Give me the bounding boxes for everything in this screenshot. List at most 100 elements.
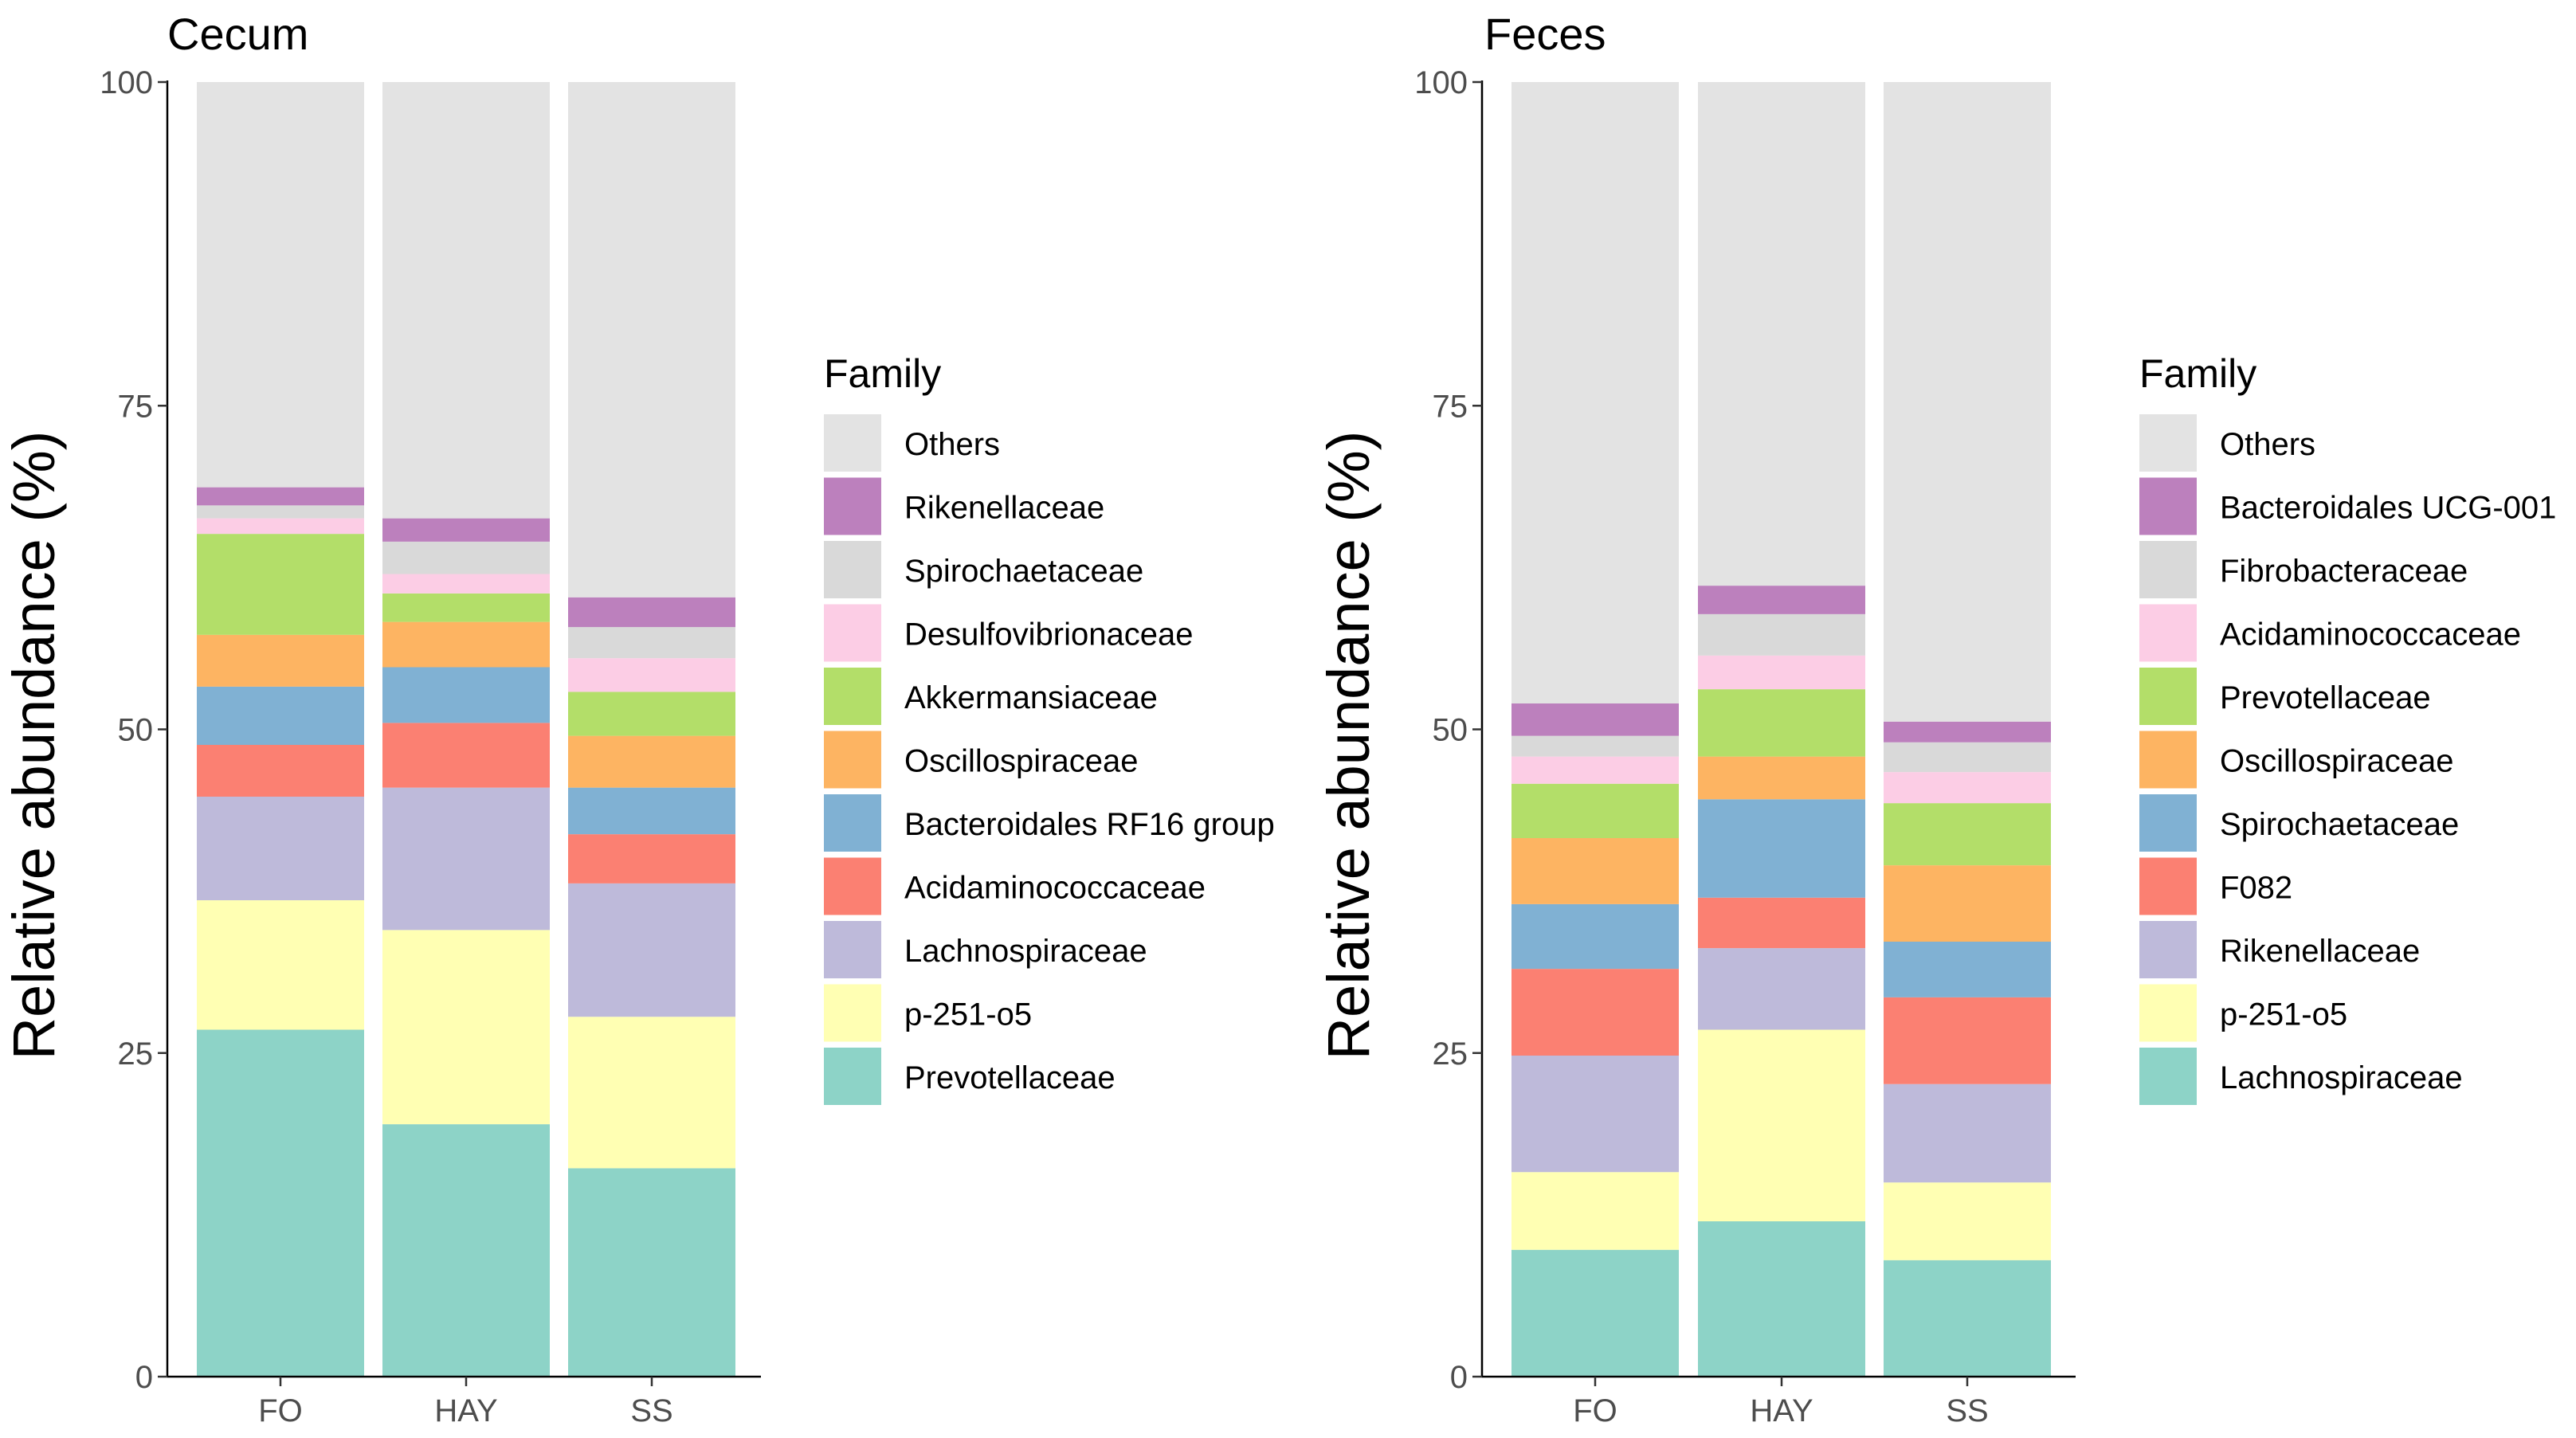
x-tick-label: FO [258, 1393, 303, 1428]
legend-label: p-251-o5 [2220, 997, 2347, 1032]
bar-segment-ss-oscillospiraceae [568, 735, 735, 788]
bar-segment-ss-prevotellaceae [568, 1168, 735, 1377]
bar-segment-ss-oscillospiraceae [1884, 865, 2051, 942]
legend-label: Spirochaetaceae [2220, 807, 2459, 842]
bar-segment-fo-acidaminococcaceae [197, 745, 364, 797]
bar-segment-hay-fibrobacteraceae [1698, 613, 1865, 656]
y-tick-label: 0 [135, 1360, 153, 1395]
bar-segment-fo-oscillospiraceae [197, 634, 364, 687]
bar-segment-ss-fibrobacteraceae [1884, 742, 2051, 773]
legend-title: Family [2139, 351, 2256, 396]
y-axis-label: Relative abundance (%) [1, 431, 67, 1060]
x-tick-label: SS [1946, 1393, 1988, 1428]
bar-segment-ss-acidaminococcaceae [1884, 772, 2051, 804]
bar-segment-hay-spirochaetaceae [382, 541, 550, 574]
legend-swatch [824, 731, 881, 789]
bar-segment-ss-desulfovibrionaceae [568, 658, 735, 692]
legend-label: Prevotellaceae [2220, 680, 2431, 715]
bar-segment-ss-spirochaetaceae [568, 627, 735, 659]
legend: Family Others Rikenellaceae Spirochaetaceae… [824, 351, 1275, 1105]
legend-label: Spirochaetaceae [904, 554, 1143, 589]
x-tick-label: FO [1573, 1393, 1617, 1428]
legend-label: Others [2220, 427, 2315, 462]
bar-segment-fo-rikenellaceae [1511, 1056, 1679, 1173]
legend-label: Lachnospiraceae [2220, 1060, 2463, 1095]
y-tick-label: 25 [118, 1036, 154, 1072]
legend-label: Fibrobacteraceae [2220, 554, 2468, 589]
bar-segment-hay-spirochaetaceae [1698, 799, 1865, 898]
legend-label: Bacteroidales RF16 group [904, 807, 1275, 842]
legend-label: Rikenellaceae [904, 491, 1104, 526]
legend-swatch [2139, 921, 2197, 978]
legend-swatch [2139, 857, 2197, 915]
bar-segment-ss-bacteroidales-rf16-group [568, 787, 735, 835]
legend-swatch [824, 921, 881, 978]
bar-segment-hay-prevotellaceae [382, 1124, 550, 1377]
legend-swatch [824, 857, 881, 915]
legend-swatch [2139, 668, 2197, 725]
bar-segment-fo-others [197, 82, 364, 488]
bar-segment-hay-akkermansiaceae [382, 593, 550, 622]
bar-segment-hay-desulfovibrionaceae [382, 574, 550, 594]
legend-swatch [824, 477, 881, 535]
bar-segment-fo-acidaminococcaceae [1511, 756, 1679, 784]
y-tick-label: 100 [100, 65, 153, 100]
legend-label: Lachnospiraceae [904, 934, 1147, 969]
bar-segment-ss-prevotellaceae [1884, 803, 2051, 866]
bar-segment-fo-lachnospiraceae [1511, 1249, 1679, 1377]
legend-label: p-251-o5 [904, 997, 1032, 1032]
legend-swatch [2139, 477, 2197, 535]
legend-swatch [824, 794, 881, 852]
bar-segment-hay-p-251-o5 [382, 930, 550, 1125]
bar-segment-fo-oscillospiraceae [1511, 838, 1679, 904]
bar-segment-ss-others [1884, 82, 2051, 722]
y-axis-label: Relative abundance (%) [1315, 431, 1382, 1060]
bar-segment-hay-others [1698, 82, 1865, 586]
y-tick-label: 25 [1433, 1036, 1468, 1072]
legend-swatch [2139, 794, 2197, 852]
y-tick-label: 0 [1450, 1360, 1468, 1395]
bar-segment-ss-p-251-o5 [1884, 1182, 2051, 1260]
legend-label: Others [904, 427, 1000, 462]
bar-segment-hay-oscillospiraceae [1698, 756, 1865, 800]
y-tick-label: 50 [1433, 713, 1468, 748]
legend-swatch [2139, 541, 2197, 598]
bar-segment-hay-acidaminococcaceae [1698, 655, 1865, 690]
bar-segment-hay-lachnospiraceae [382, 787, 550, 931]
bar-segment-fo-desulfovibrionaceae [197, 518, 364, 535]
bar-segment-hay-bacteroidales-rf16-group [382, 667, 550, 723]
legend-label: F082 [2220, 871, 2292, 906]
bar-segment-fo-fibrobacteraceae [1511, 735, 1679, 757]
bar-segment-fo-spirochaetaceae [1511, 903, 1679, 970]
bar-segment-ss-bacteroidales-ucg-001 [1884, 721, 2051, 743]
bar-segment-hay-lachnospiraceae [1698, 1221, 1865, 1377]
bar-segment-hay-f082 [1698, 897, 1865, 949]
legend-label: Acidaminococcaceae [2220, 617, 2521, 652]
legend-swatch [2139, 414, 2197, 472]
legend-swatch [2139, 731, 2197, 789]
x-tick-label: HAY [1750, 1393, 1813, 1428]
legend-label: Prevotellaceae [904, 1060, 1115, 1095]
bar-segment-hay-oscillospiraceae [382, 621, 550, 668]
bar-segment-hay-rikenellaceae [382, 518, 550, 542]
x-tick-label: SS [630, 1393, 672, 1428]
chart-title: Cecum [167, 9, 308, 59]
legend-label: Oscillospiraceae [2220, 744, 2453, 779]
bar-segment-hay-prevotellaceae [1698, 689, 1865, 757]
bar-segment-ss-p-251-o5 [568, 1017, 735, 1169]
bar-segment-hay-p-251-o5 [1698, 1029, 1865, 1221]
bar-segment-fo-bacteroidales-ucg-001 [1511, 703, 1679, 736]
legend-swatch [824, 668, 881, 725]
legend-swatch [824, 1048, 881, 1105]
bar-segment-hay-bacteroidales-ucg-001 [1698, 586, 1865, 614]
bar-segment-fo-p-251-o5 [197, 900, 364, 1030]
legend-label: Akkermansiaceae [904, 680, 1158, 715]
panel-feces: Feces Relative abundance (%) 0 25 50 75 100 FO H… [1315, 9, 2556, 1428]
bar-segment-hay-rikenellaceae [1698, 948, 1865, 1030]
legend-label: Oscillospiraceae [904, 744, 1138, 779]
y-tick-label: 50 [118, 713, 154, 748]
y-tick-label: 75 [1433, 389, 1468, 424]
legend: Family Others Bacteroidales UCG-001 Fibroba… [2139, 351, 2556, 1105]
bar-segment-fo-prevotellaceae [1511, 783, 1679, 838]
